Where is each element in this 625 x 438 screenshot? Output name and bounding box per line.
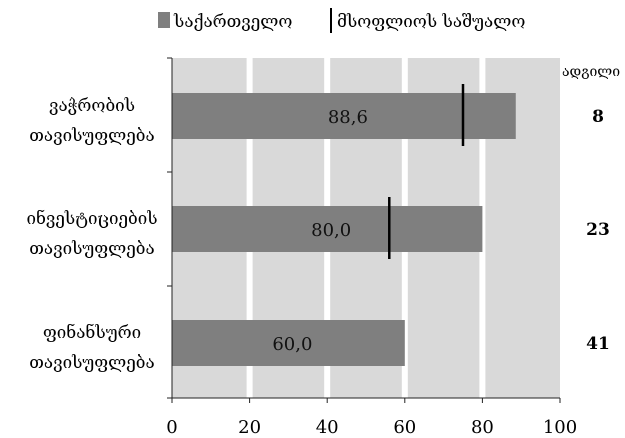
x-tick-label: 80 xyxy=(471,417,494,438)
x-tick-label: 20 xyxy=(238,417,261,438)
data-label: 80,0 xyxy=(311,220,351,241)
legend-label-average: მსოფლიოს საშუალო xyxy=(337,12,525,32)
average-markers xyxy=(388,84,465,259)
category-labels: ვაჭრობის თავისუფლება ინვესტიციების თავისუფლ… xyxy=(26,96,157,373)
x-tick-label: 40 xyxy=(316,417,339,438)
category-label: თავისუფლება xyxy=(29,239,154,259)
category-label: ვაჭრობის xyxy=(49,96,135,116)
rank-value: 8 xyxy=(592,107,604,127)
rank-value: 23 xyxy=(586,220,610,240)
data-label: 60,0 xyxy=(272,334,312,355)
x-tick-label: 60 xyxy=(393,417,416,438)
category-label: თავისუფლება xyxy=(29,353,154,373)
rank-column: ადგილი 8 23 41 xyxy=(562,64,620,354)
legend-label-georgia: საქართველო xyxy=(173,12,292,32)
data-label: 88,6 xyxy=(328,107,368,128)
bar-georgia xyxy=(172,206,483,252)
bars: 88,6 80,0 60,0 xyxy=(172,93,516,366)
legend-swatch-georgia xyxy=(158,12,170,28)
category-label: ინვესტიციების xyxy=(26,209,157,229)
x-tick-label: 100 xyxy=(543,417,577,438)
rank-value: 41 xyxy=(586,334,610,354)
category-label: თავისუფლება xyxy=(29,126,154,146)
legend: საქართველო მსოფლიოს საშუალო xyxy=(158,8,525,33)
rank-header: ადგილი xyxy=(562,64,620,80)
bar-georgia xyxy=(172,320,405,366)
x-axis: 0 20 40 60 80 100 xyxy=(166,57,577,438)
bar-georgia xyxy=(172,93,516,139)
category-label: ფინანსური xyxy=(43,323,141,343)
x-tick-label: 0 xyxy=(166,417,177,438)
